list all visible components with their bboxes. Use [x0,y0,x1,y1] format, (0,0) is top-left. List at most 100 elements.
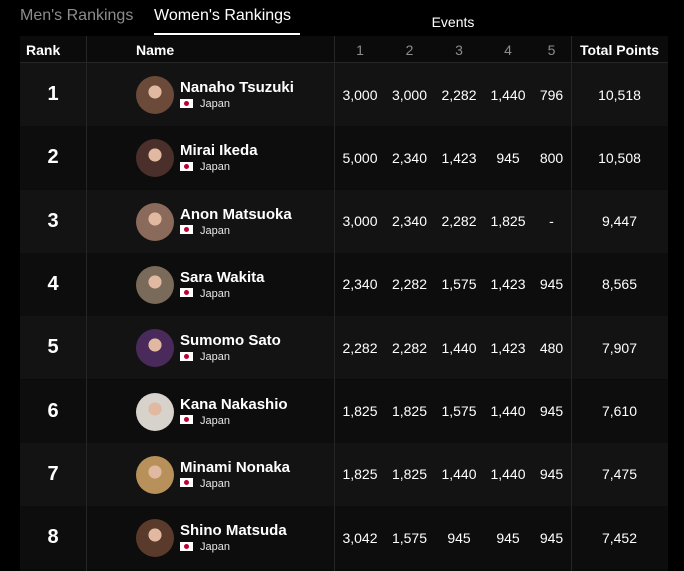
event-3-points: 1,423 [441,149,477,166]
event-5-points: 945 [539,276,564,293]
athlete-country: Japan [180,98,230,110]
event-3-points: 2,282 [441,213,477,230]
event-5-points: 945 [539,466,564,483]
athlete-avatar [136,392,174,431]
active-tab-underline [154,33,300,35]
event-1-points: 1,825 [342,466,378,483]
event-2-points: 1,825 [391,403,428,419]
event-3-points: 1,440 [441,339,477,356]
event-3-points: 1,575 [441,276,477,293]
athlete-avatar [136,202,174,241]
header-event-3: 3 [455,42,463,58]
table-header: Rank Name 1 2 3 4 5 Total Points [20,36,668,63]
athlete-country: Japan [180,415,230,427]
column-divider [86,36,87,571]
column-divider [334,36,335,571]
rank-value: 2 [47,146,59,169]
country-label: Japan [200,351,230,364]
event-1-points: 2,282 [342,339,378,356]
event-1-points: 3,042 [342,529,378,546]
japan-flag-icon [180,98,193,108]
country-label: Japan [200,477,230,490]
event-2-points: 2,282 [391,339,428,356]
table-row[interactable]: 7 Minami Nonaka Japan 1,825 1,825 1,440 1,440 9… [20,442,668,506]
event-2-points: 1,575 [391,529,428,546]
athlete-avatar [136,455,174,494]
athlete-name[interactable]: Shino Matsuda [180,522,287,540]
event-3-points: 2,282 [441,86,477,103]
table-row[interactable]: 4 Sara Wakita Japan 2,340 2,282 1,575 1,423 945… [20,252,668,316]
event-5-points: 945 [539,403,564,419]
total-points: 10,508 [598,149,641,166]
country-label: Japan [200,414,230,427]
athlete-name[interactable]: Mirai Ikeda [180,142,258,160]
athlete-avatar [136,265,174,304]
rank-value: 8 [47,526,59,549]
japan-flag-icon [180,351,193,361]
tab-womens-rankings[interactable]: Women's Rankings [154,7,292,24]
athlete-avatar [136,519,174,558]
total-points: 10,518 [598,86,641,103]
event-2-points: 1,825 [391,466,428,483]
athlete-name[interactable]: Sumomo Sato [180,332,281,350]
event-4-points: 945 [496,529,520,546]
table-row[interactable]: 5 Sumomo Sato Japan 2,282 2,282 1,440 1,423 480… [20,316,668,380]
event-5-points: 480 [539,339,564,356]
japan-flag-icon [180,541,193,551]
total-points: 7,475 [601,466,638,483]
japan-flag-icon [180,225,193,235]
athlete-avatar [136,139,174,178]
athlete-country: Japan [180,351,230,363]
athlete-country: Japan [180,288,230,300]
event-1-points: 5,000 [342,149,378,166]
athlete-country: Japan [180,541,230,553]
total-points: 7,610 [601,403,638,419]
total-points: 7,907 [601,339,638,356]
rank-value: 1 [47,83,59,105]
rankings-table: Rank Name 1 2 3 4 5 Total Points 1 Nanaho… [20,36,668,571]
japan-flag-icon [180,478,193,488]
athlete-name[interactable]: Anon Matsuoka [180,205,292,223]
event-5-points: 796 [539,86,564,103]
athlete-avatar [136,329,174,368]
athlete-name[interactable]: Kana Nakashio [180,395,288,413]
event-4-points: 1,440 [490,86,526,103]
event-2-points: 3,000 [391,86,428,103]
event-2-points: 2,282 [391,276,428,293]
athlete-name[interactable]: Sara Wakita [180,268,265,286]
event-3-points: 945 [447,529,471,546]
header-event-2: 2 [405,42,414,58]
event-4-points: 1,440 [490,466,526,483]
country-label: Japan [200,224,230,237]
ranking-tabs: Men's Rankings Women's Rankings Events [0,0,684,36]
event-2-points: 2,340 [391,213,428,230]
total-points: 7,452 [601,529,638,546]
table-row[interactable]: 6 Kana Nakashio Japan 1,825 1,825 1,575 1,440 9… [20,379,668,443]
japan-flag-icon [180,161,193,171]
header-total-points: Total Points [579,42,660,58]
total-points: 8,565 [601,276,638,293]
rank-value: 5 [47,336,59,359]
country-label: Japan [200,161,230,174]
table-row[interactable]: 2 Mirai Ikeda Japan 5,000 2,340 1,423 945 800 10… [20,126,668,190]
rank-value: 3 [47,209,59,232]
event-4-points: 1,423 [490,339,526,356]
event-3-points: 1,440 [441,466,477,483]
japan-flag-icon [180,415,193,425]
athlete-name[interactable]: Nanaho Tsuzuki [180,79,294,96]
event-1-points: 2,340 [342,276,378,293]
athlete-name[interactable]: Minami Nonaka [180,458,291,476]
event-1-points: 3,000 [342,86,378,103]
table-row[interactable]: 3 Anon Matsuoka Japan 3,000 2,340 2,282 1,825 -… [20,189,668,253]
tab-mens-rankings[interactable]: Men's Rankings [20,7,134,24]
header-event-5: 5 [547,42,556,58]
event-1-points: 1,825 [342,403,378,419]
table-row[interactable]: 1 Nanaho Tsuzuki Japan 3,000 3,000 2,282 1,440… [20,63,668,126]
total-points: 9,447 [601,213,638,230]
country-label: Japan [200,98,230,110]
table-row[interactable]: 8 Shino Matsuda Japan 3,042 1,575 945 945 945 7,… [20,506,668,570]
country-label: Japan [200,541,230,554]
header-event-1: 1 [356,42,364,58]
event-4-points: 1,423 [490,276,526,293]
athlete-country: Japan [180,225,230,237]
